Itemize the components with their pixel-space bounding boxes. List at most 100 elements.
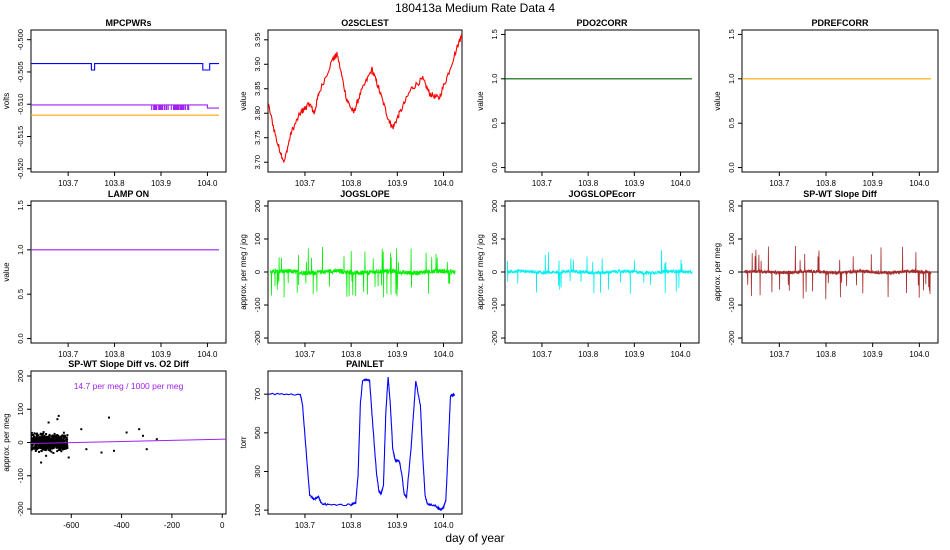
y-tick-label: -200 [253,331,262,346]
scatter-point [53,436,56,439]
scatter-point [31,444,34,447]
x-tick-label: -200 [164,521,181,530]
y-tick-label: 200 [490,200,499,213]
scatter-point [48,433,51,436]
scatter-point [39,443,42,446]
scatter-point [56,441,59,444]
y-tick-label: 100 [253,504,262,517]
chart-title: PDREFCORR [811,18,869,28]
x-tick-label: 103.8 [341,350,362,359]
scatter-point [66,445,69,448]
y-axis-label: value [713,91,722,111]
scatter-point [63,436,65,439]
scatter-point [64,439,67,442]
x-tick-label: 104.0 [434,350,455,359]
scatter-point [31,443,33,446]
y-tick-label: 0 [727,270,736,274]
scatter-point [31,437,34,440]
scatter-point [50,435,53,438]
scatter-point [41,433,44,435]
x-tick-label: 103.7 [295,521,316,530]
scatter-point [59,442,62,445]
chart-panel: JOGSLOPEcorr approx. per meg / jog -200 -10… [476,189,700,359]
scatter-point [85,448,88,451]
scatter-point [100,451,103,454]
scatter-point [65,442,68,445]
series-line [31,63,219,71]
scatter-point [48,446,51,449]
scatter-point [51,436,54,438]
scatter-point [51,434,54,437]
chart-panel: PAINLET torr 100 300 500 700 103.7 103.8 103.9 10… [239,359,463,530]
scatter-point [63,435,66,438]
scatter-point [31,446,33,449]
scatter-point [52,452,55,454]
scatter-point [125,431,128,434]
scatter-point [42,431,45,434]
scatter-point [48,438,50,441]
y-tick-label: -0.515 [16,126,25,147]
y-tick-label: 100 [16,403,25,416]
y-tick-label: 3.75 [253,130,262,145]
y-axis-label: value [476,91,485,111]
scatter-point [113,449,115,452]
y-tick-label: 1.0 [16,245,25,255]
scatter-point [57,434,60,437]
scatter-point [33,435,35,438]
scatter-point [63,446,66,449]
scatter-point [41,448,44,451]
scatter-point [48,442,51,445]
scatter-point [41,447,44,450]
scatter-point [50,437,52,440]
scatter-point [58,445,61,447]
y-tick-label: 700 [253,388,262,401]
scatter-point [36,436,39,439]
scatter-point [34,438,37,441]
y-axis-label: value [2,262,11,282]
x-tick-label: 103.8 [578,179,599,188]
y-tick-label: -200 [16,502,25,517]
scatter-point [58,446,61,449]
scatter-point [66,440,68,443]
plot-frame [30,200,227,344]
scatter-point [66,447,69,449]
x-tick-label: 104.0 [434,521,455,530]
chart-title: LAMP ON [108,189,149,199]
scatter-point [47,441,49,444]
scatter-point [59,448,62,451]
x-tick-label: 103.7 [58,179,79,188]
chart-panel: LAMP ON value 0.0 0.5 1.0 1.5 103.7 103.8 103.9 1… [2,189,227,359]
plot-frame [504,29,700,173]
series-line [744,245,932,300]
scatter-point [34,445,37,448]
scatter-point [42,435,45,438]
scatter-point [35,446,38,449]
scatter-point [65,444,68,446]
chart-title: SP-WT Slope Diff vs. O2 Diff [68,359,190,369]
plot-frame [267,29,463,173]
x-tick-label: -600 [63,521,80,530]
scatter-point [62,431,65,434]
scatter-point [52,440,55,443]
scatter-point [41,445,44,448]
plot-frame [30,29,227,173]
scatter-point [45,433,48,435]
page-title: 180413a Medium Rate Data 4 [394,1,556,15]
scatter-point [40,449,43,452]
x-tick-label: 104.0 [197,350,218,359]
chart-title: MPCPWRs [105,18,151,28]
x-tick-label: 0 [220,521,225,530]
scatter-point [40,447,43,450]
scatter-point [33,439,36,442]
scatter-point [63,434,66,437]
scatter-point [62,445,65,447]
scatter-point [43,437,46,440]
scatter-point [60,445,63,448]
scatter-point [56,436,59,439]
scatter-point [55,436,57,439]
y-tick-label: 0 [16,440,25,444]
scatter-point [38,446,41,449]
x-tick-label: 103.8 [578,350,599,359]
y-tick-label: 100 [490,233,499,246]
scatter-point [43,439,46,442]
